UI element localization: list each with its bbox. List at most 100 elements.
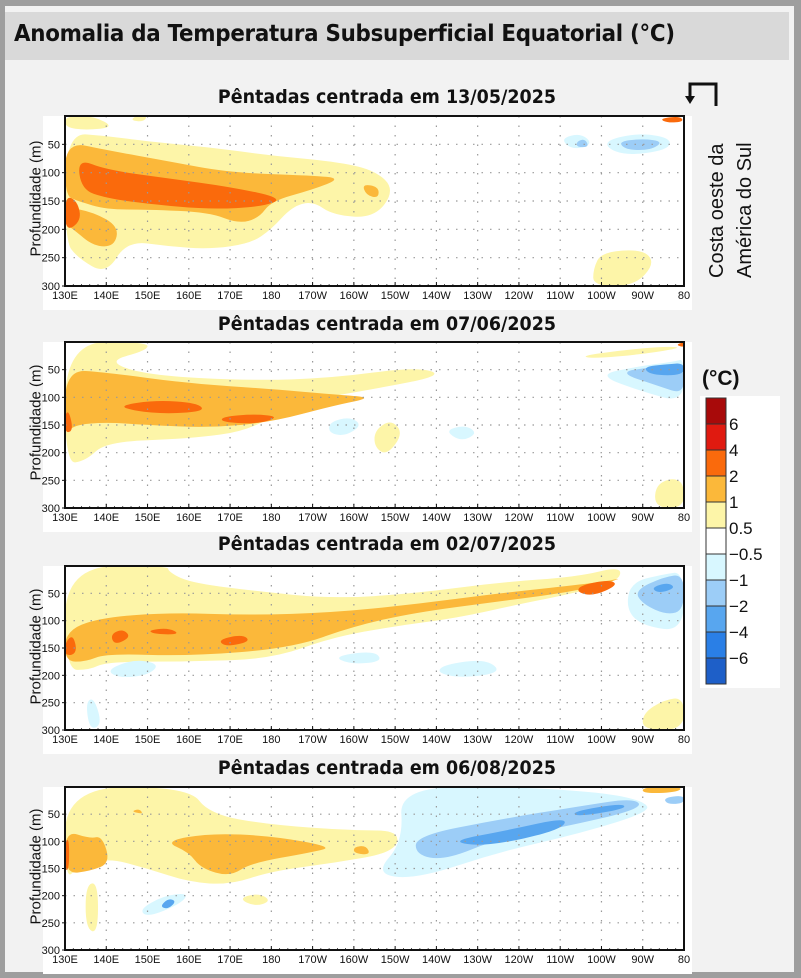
- y-tick-label: 50: [48, 809, 60, 821]
- heatmap-panel: 130E 140E 150E 160E 170E 180 170W 160W 150W 140W 1…: [42, 565, 692, 754]
- anomaly-region: [221, 414, 274, 424]
- colorbar-swatch: [705, 579, 727, 607]
- colorbar-swatch: [705, 553, 727, 581]
- x-tick-label: 160E: [176, 290, 202, 302]
- anomaly-region: [110, 660, 156, 678]
- anomaly-region: [585, 346, 678, 358]
- anomaly-region: [65, 637, 76, 656]
- y-tick-label: 100: [42, 392, 60, 404]
- x-tick-label: 150E: [135, 512, 161, 524]
- colorbar-unit: (°C): [702, 367, 740, 390]
- anomaly-region: [353, 846, 369, 855]
- anomaly-region: [374, 422, 400, 453]
- x-tick-label: 140W: [422, 734, 451, 746]
- x-tick-label: 180: [262, 954, 280, 966]
- x-tick-label: 90W: [631, 734, 654, 746]
- x-tick-label: 100W: [587, 512, 616, 524]
- x-tick-label: 130E: [52, 290, 78, 302]
- anomaly-region: [645, 363, 684, 376]
- colorbar-tick-label: −0.5: [729, 545, 763, 564]
- x-tick-label: 170W: [298, 954, 327, 966]
- anomaly-region: [578, 581, 615, 595]
- anomaly-region: [65, 833, 108, 873]
- y-tick-label: 200: [42, 891, 60, 903]
- x-tick-label: 130W: [463, 954, 492, 966]
- x-tick-label: 120W: [505, 954, 534, 966]
- anomaly-region: [363, 185, 379, 198]
- x-tick-label: 80: [678, 512, 690, 524]
- anomaly-region: [574, 804, 625, 816]
- title-bar: Anomalia da Temperatura Subsuperficial E…: [5, 12, 789, 60]
- x-tick-label: 160E: [176, 512, 202, 524]
- x-tick-label: 90W: [631, 512, 654, 524]
- colorbar-swatch: [705, 449, 727, 477]
- x-tick-label: 150E: [135, 954, 161, 966]
- x-tick-label: 150W: [381, 512, 410, 524]
- anomaly-region: [87, 699, 100, 728]
- anomaly-region: [662, 116, 683, 123]
- coast-label-line1: Costa oeste da: [706, 143, 728, 278]
- colorbar-swatch: [705, 501, 727, 529]
- x-tick-label: 140E: [93, 512, 119, 524]
- x-tick-label: 130E: [52, 954, 78, 966]
- y-tick-label: 300: [42, 725, 60, 737]
- x-tick-label: 110W: [546, 954, 575, 966]
- y-tick-label: 200: [42, 224, 60, 236]
- colorbar-tick-label: −2: [729, 597, 748, 616]
- colorbar-swatch: [705, 527, 727, 555]
- x-tick-label: 110W: [546, 290, 575, 302]
- anomaly-region: [65, 839, 70, 870]
- y-tick-label: 150: [42, 420, 60, 432]
- y-tick-label: 50: [48, 365, 60, 377]
- figure-title: Anomalia da Temperatura Subsuperficial E…: [14, 21, 675, 47]
- x-tick-label: 170E: [217, 734, 243, 746]
- y-tick-label: 250: [42, 918, 60, 930]
- x-tick-label: 100W: [587, 954, 616, 966]
- panel-title: Pêntadas centrada em 13/05/2025: [217, 86, 557, 108]
- x-tick-label: 160W: [339, 290, 368, 302]
- anomaly-region: [653, 583, 673, 592]
- anomaly-region: [65, 370, 365, 432]
- x-tick-label: 80: [678, 734, 690, 746]
- x-tick-label: 130E: [52, 512, 78, 524]
- y-tick-label: 300: [42, 503, 60, 515]
- anomaly-region: [85, 883, 99, 932]
- anomaly-region: [642, 698, 684, 730]
- anomaly-region: [677, 342, 684, 347]
- anomaly-region: [65, 412, 72, 433]
- anomaly-region: [339, 652, 380, 664]
- heatmap-panel: 130E 140E 150E 160E 170E 180 170W 160W 150W 140W 1…: [42, 786, 692, 974]
- x-tick-label: 160W: [339, 734, 368, 746]
- x-tick-label: 160W: [339, 954, 368, 966]
- y-tick-label: 50: [48, 588, 60, 600]
- y-tick-label: 100: [42, 836, 60, 848]
- colorbar-swatch: [705, 423, 727, 451]
- panel-title: Pêntadas centrada em 02/07/2025: [217, 533, 557, 555]
- x-tick-label: 80: [678, 290, 690, 302]
- y-tick-label: 100: [42, 616, 60, 628]
- x-tick-label: 100W: [587, 290, 616, 302]
- colorbar-tick-label: 6: [729, 415, 738, 434]
- anomaly-region: [161, 899, 175, 909]
- x-tick-label: 140E: [93, 954, 119, 966]
- x-tick-label: 180: [262, 512, 280, 524]
- x-tick-label: 130W: [463, 512, 492, 524]
- heatmap-panel: 130E 140E 150E 160E 170E 180 170W 160W 150W 140W 1…: [42, 341, 692, 532]
- x-tick-label: 150E: [135, 290, 161, 302]
- x-tick-label: 150W: [381, 290, 410, 302]
- colorbar-swatch: [705, 397, 727, 425]
- anomaly-region: [593, 250, 652, 286]
- anomaly-region: [665, 796, 684, 804]
- heatmap-panel: 130E 140E 150E 160E 170E 180 170W 160W 150W 140W 1…: [42, 115, 692, 310]
- x-tick-label: 90W: [631, 954, 654, 966]
- x-tick-label: 150W: [381, 734, 410, 746]
- colorbar-swatch: [705, 631, 727, 659]
- colorbar-tick-label: 0.5: [729, 519, 753, 538]
- colorbar-tick-label: −6: [729, 649, 748, 668]
- x-tick-label: 80: [678, 954, 690, 966]
- colorbar-swatch: [705, 605, 727, 633]
- y-tick-label: 50: [48, 139, 60, 151]
- x-tick-label: 180: [262, 734, 280, 746]
- x-tick-label: 110W: [546, 734, 575, 746]
- y-tick-label: 300: [42, 945, 60, 957]
